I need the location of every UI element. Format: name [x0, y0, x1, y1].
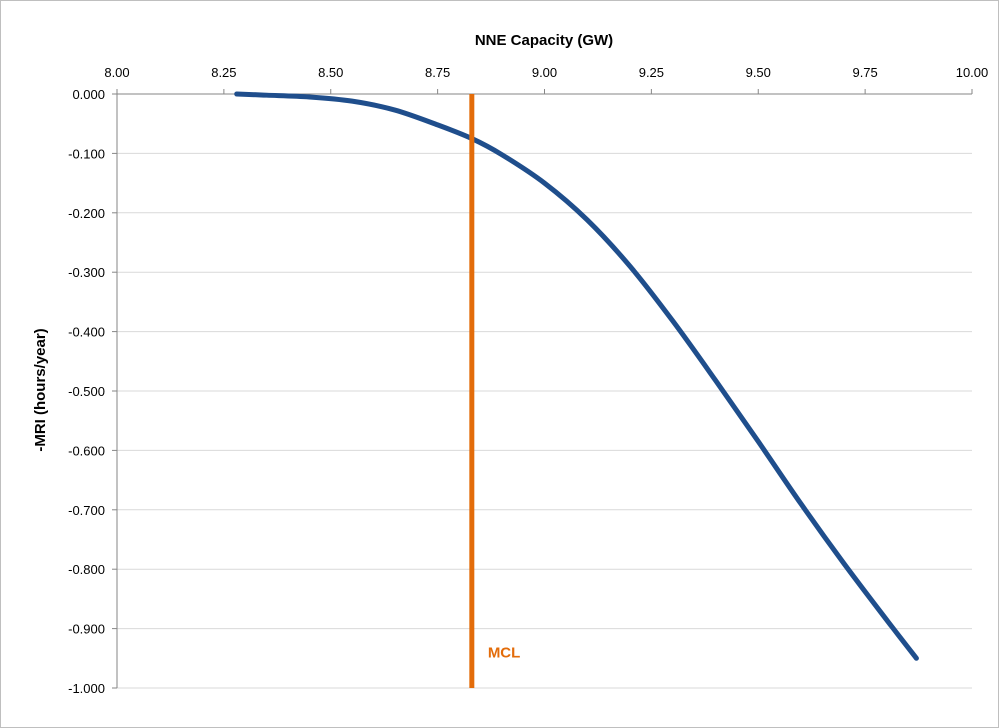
x-tick-label: 9.25 — [639, 65, 664, 80]
y-tick-label: -0.200 — [68, 206, 105, 221]
reference-lines: MCL — [469, 94, 521, 688]
mcl-label: MCL — [488, 644, 521, 661]
x-tick-label: 8.00 — [104, 65, 129, 80]
x-tick-label: 9.50 — [746, 65, 771, 80]
x-tick-label: 10.00 — [956, 65, 989, 80]
x-tick-label: 9.75 — [852, 65, 877, 80]
x-tick-label: 8.50 — [318, 65, 343, 80]
y-tick-label: 0.000 — [72, 87, 105, 102]
x-axis-title: NNE Capacity (GW) — [475, 32, 613, 49]
x-tick-label: 9.00 — [532, 65, 557, 80]
y-tick-label: -0.100 — [68, 146, 105, 161]
y-tick-label: -0.500 — [68, 384, 105, 399]
y-tick-label: -0.900 — [68, 622, 105, 637]
gridlines — [117, 152, 972, 689]
series-line — [234, 91, 919, 661]
y-axis-title: -MRI (hours/year) — [32, 328, 49, 451]
series — [234, 91, 919, 661]
y-tick-label: -0.300 — [68, 265, 105, 280]
axes: 0.000 -0.100 -0.200 -0.300 -0.400 -0.500 -0.60… — [68, 65, 988, 696]
y-tick-label: -0.800 — [68, 562, 105, 577]
x-tick-label: 8.75 — [425, 65, 450, 80]
y-tick-label: -0.400 — [68, 325, 105, 340]
y-tick-label: -0.700 — [68, 503, 105, 518]
y-tick-label: -0.600 — [68, 443, 105, 458]
x-tick-label: 8.25 — [211, 65, 236, 80]
y-tick-label: -1.000 — [68, 681, 105, 696]
